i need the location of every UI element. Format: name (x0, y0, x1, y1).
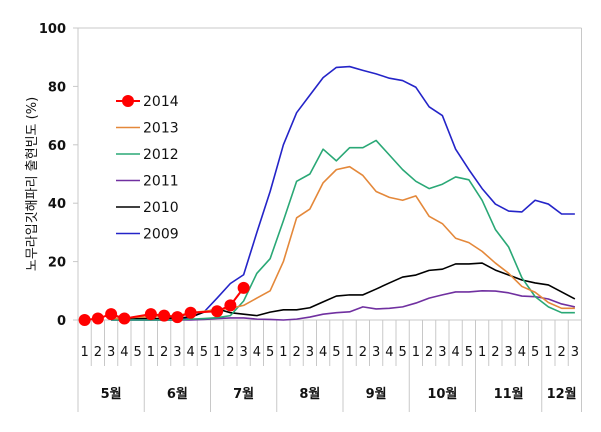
x-tick-label: 5 (266, 345, 274, 360)
month-label: 10월 (427, 386, 457, 402)
data-point-2014 (171, 311, 184, 324)
x-tick-label: 2 (491, 345, 499, 360)
legend: 2014 2013 2012 2011 2010 2009 (116, 94, 179, 243)
x-tick-label: 3 (173, 345, 181, 360)
series-line-2009 (111, 65, 575, 321)
x-axis: 1 2 3 4 5 1 2 3 4 5 1 2 3 4 5 1 2 3 4 5 1 2 3 4 5 1 2 3 4 5 1 2 3 4 5 1 2 35월… (77, 319, 582, 412)
x-tick-label: 1 (345, 345, 353, 360)
x-tick-label: 4 (451, 345, 459, 360)
x-tick-label: 1 (213, 345, 221, 360)
legend-item-2009: 2009 (116, 227, 179, 243)
series-layer (78, 65, 576, 326)
x-tick-label: 2 (425, 345, 433, 360)
data-point-2014 (78, 314, 91, 326)
x-tick-label: 3 (504, 345, 512, 360)
legend-label-2010: 2010 (143, 200, 179, 216)
series-2012 (111, 139, 575, 321)
month-label: 6월 (167, 386, 188, 402)
legend-label-2013: 2013 (143, 121, 179, 137)
series-2009 (111, 65, 575, 321)
month-label: 9월 (366, 386, 387, 402)
y-tick-label: 60 (48, 139, 66, 154)
month-label: 12월 (547, 386, 577, 402)
data-point-2014 (118, 312, 131, 325)
legend-label-2012: 2012 (143, 147, 179, 163)
y-tick-label: 80 (48, 80, 66, 95)
data-point-2014 (144, 308, 157, 321)
legend-label-2011: 2011 (143, 174, 179, 190)
data-point-2014 (91, 312, 104, 325)
month-label: 11월 (494, 386, 524, 402)
x-tick-label: 3 (107, 345, 115, 360)
x-tick-label: 3 (372, 345, 380, 360)
x-tick-label: 1 (147, 345, 155, 360)
month-label: 5월 (101, 386, 122, 402)
x-tick-label: 5 (332, 345, 340, 360)
x-tick-label: 1 (412, 345, 420, 360)
x-tick-label: 4 (518, 345, 526, 360)
y-tick-label: 100 (39, 22, 66, 37)
data-point-2014 (158, 309, 171, 322)
x-tick-label: 1 (279, 345, 287, 360)
legend-marker-2014 (122, 95, 134, 107)
legend-label-2014: 2014 (143, 94, 179, 110)
x-tick-label: 4 (186, 345, 194, 360)
data-point-2014 (211, 305, 224, 318)
x-tick-label: 5 (133, 345, 141, 360)
series-line-2012 (111, 139, 575, 321)
y-tick-label: 40 (48, 197, 66, 212)
legend-item-2010: 2010 (116, 200, 179, 216)
plot-frame (77, 27, 582, 320)
legend-label-2009: 2009 (143, 227, 179, 243)
x-tick-label: 2 (94, 345, 102, 360)
x-tick-label: 3 (438, 345, 446, 360)
y-axis: 0 20 40 60 80 100 (39, 22, 78, 329)
x-tick-label: 5 (200, 345, 208, 360)
x-tick-label: 4 (120, 345, 128, 360)
x-tick-label: 4 (385, 345, 393, 360)
legend-item-2013: 2013 (116, 121, 179, 137)
x-tick-label: 1 (544, 345, 552, 360)
x-tick-label: 5 (398, 345, 406, 360)
x-tick-label: 5 (465, 345, 473, 360)
data-point-2014 (184, 306, 197, 319)
x-tick-label: 2 (359, 345, 367, 360)
data-point-2014 (224, 299, 237, 312)
x-tick-label: 3 (306, 345, 314, 360)
x-tick-label: 3 (239, 345, 247, 360)
month-label: 7월 (233, 386, 254, 402)
data-point-2014 (237, 281, 250, 294)
series-2014 (78, 281, 250, 326)
x-tick-label: 4 (253, 345, 261, 360)
month-label: 8월 (299, 386, 320, 402)
x-tick-label: 2 (557, 345, 565, 360)
x-tick-label: 1 (478, 345, 486, 360)
data-point-2014 (105, 308, 118, 321)
legend-item-2012: 2012 (116, 147, 179, 163)
x-tick-label: 2 (160, 345, 168, 360)
y-axis-label: 노무라입깃해파리 출현빈도 (%) (25, 97, 40, 271)
y-tick-label: 20 (48, 256, 66, 271)
x-tick-label: 4 (319, 345, 327, 360)
y-tick-label: 0 (57, 314, 66, 329)
x-tick-label: 2 (292, 345, 300, 360)
legend-item-2014: 2014 (116, 94, 179, 110)
x-tick-label: 5 (531, 345, 539, 360)
legend-item-2011: 2011 (116, 174, 179, 190)
x-tick-label: 2 (226, 345, 234, 360)
x-tick-label: 1 (80, 345, 88, 360)
x-tick-label: 3 (571, 345, 579, 360)
